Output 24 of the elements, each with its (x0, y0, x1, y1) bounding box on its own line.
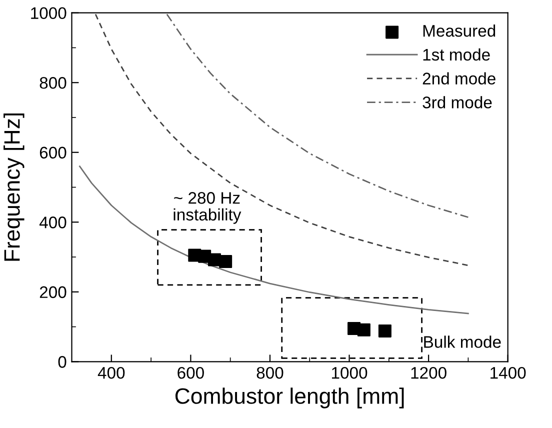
y-tick-label: 200 (40, 286, 66, 298)
point (219, 255, 232, 268)
y-tick-label: 1000 (31, 7, 66, 20)
y-tick-label: 400 (39, 216, 66, 228)
legend-label: 2nd mode (422, 72, 496, 84)
y-tick-label: 600 (40, 146, 66, 159)
x-tick-label: 1000 (332, 366, 368, 379)
y-tick-label: 800 (40, 77, 66, 89)
x-axis-title: Combustor length [mm] (175, 388, 404, 408)
legend-label: Measured (423, 24, 496, 37)
x-tick-label: 1200 (411, 366, 446, 379)
y-tick-label: 0 (58, 356, 66, 368)
annotation: ~ 280 Hz instability (174, 192, 242, 224)
x-tick-label: 600 (178, 366, 204, 379)
point (357, 323, 370, 336)
y-axis-title: Frequency [Hz] (4, 113, 24, 261)
line-series (78, 166, 469, 314)
x-tick-label: 1400 (490, 366, 526, 379)
legend-label: 1st mode (423, 48, 490, 61)
annotation: Bulk mode (424, 336, 501, 348)
x-tick-label: 400 (98, 366, 125, 379)
legend-label: 3rd mode (422, 96, 492, 108)
point (378, 324, 392, 338)
x-tick-label: 800 (256, 366, 284, 379)
